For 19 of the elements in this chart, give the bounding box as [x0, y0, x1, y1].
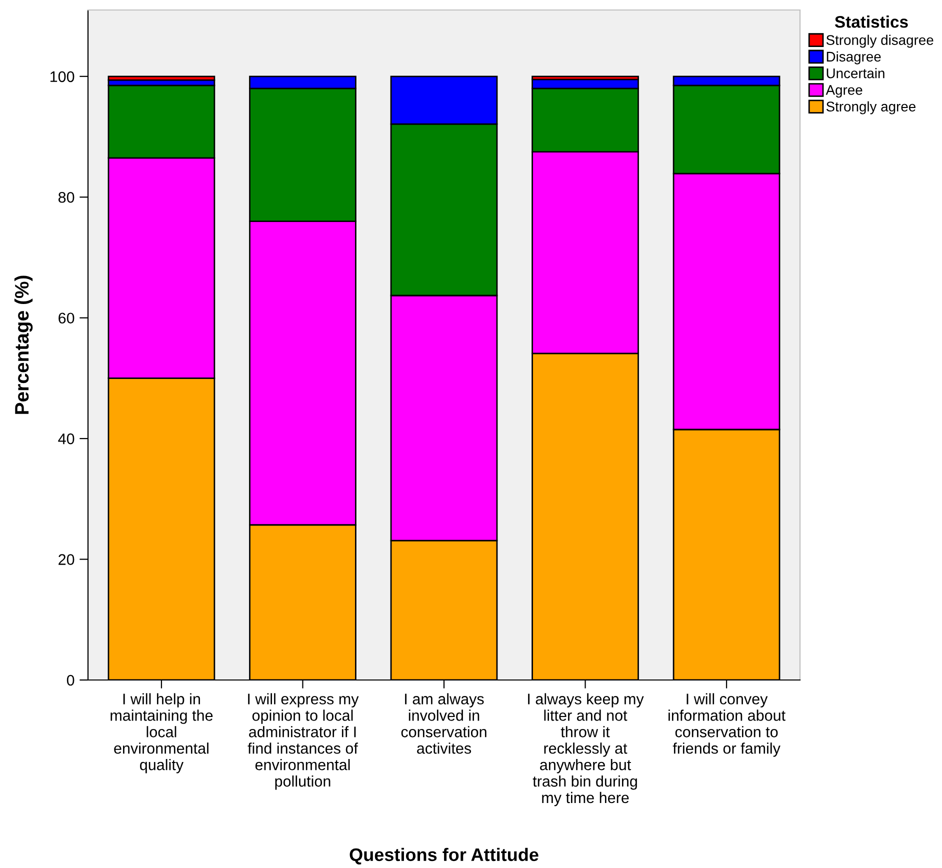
legend-label: Strongly disagree — [826, 34, 934, 48]
x-tick-label: I am always involved in conservation activites — [401, 693, 486, 754]
y-axis-title: Percentage (%) — [14, 276, 33, 414]
x-tick-label: I always keep my litter and not throw it recklessly at anywhere but trash bin during my time here — [528, 693, 644, 806]
x-tick-label: I will express my opinion to local administrator if I find instances of environmental pollution — [248, 693, 359, 790]
y-tick-label: 0 — [66, 674, 74, 686]
legend-title: Statistics — [834, 16, 908, 28]
legend-label: Disagree — [826, 51, 881, 64]
y-tick-label: 40 — [58, 433, 74, 444]
x-axis-title: Questions for Attitude — [350, 848, 538, 864]
legend-label: Uncertain — [826, 68, 884, 78]
x-tick-label: I will help in maintaining the local environmental quality — [110, 693, 213, 774]
y-tick-label: 60 — [58, 312, 74, 324]
legend-label: Agree — [826, 85, 862, 98]
y-tick-label: 20 — [58, 554, 74, 565]
y-tick-label: 100 — [50, 71, 74, 82]
x-tick-label: I will convey information about conservation to friends or family — [668, 693, 786, 757]
legend-label: Strongly agree — [826, 101, 916, 114]
y-tick-label: 80 — [58, 192, 74, 203]
